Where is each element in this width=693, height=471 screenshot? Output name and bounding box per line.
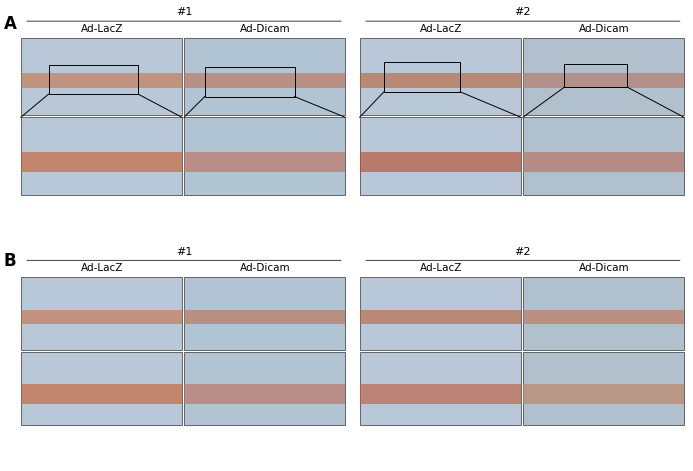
Bar	[360, 152, 521, 172]
Bar	[360, 38, 521, 115]
Bar	[360, 310, 521, 325]
Bar	[184, 352, 345, 425]
Bar	[360, 277, 521, 350]
Bar	[184, 384, 345, 405]
Bar	[21, 73, 182, 88]
Text: #1: #1	[176, 8, 192, 17]
Text: Ad-LacZ: Ad-LacZ	[81, 263, 123, 273]
Text: Ad-Dicam: Ad-Dicam	[579, 263, 630, 273]
Bar	[360, 73, 521, 88]
Text: #2: #2	[515, 8, 531, 17]
Bar	[564, 64, 627, 87]
Bar	[360, 352, 521, 425]
Bar	[523, 73, 684, 88]
Text: A: A	[3, 15, 17, 33]
Bar	[523, 117, 684, 195]
Text: Ad-Dicam: Ad-Dicam	[579, 24, 630, 34]
Bar	[205, 67, 295, 97]
Bar	[184, 38, 345, 115]
Bar	[360, 384, 521, 405]
Bar	[523, 38, 684, 115]
Bar	[523, 310, 684, 325]
Text: Ad-LacZ: Ad-LacZ	[81, 24, 123, 34]
Bar	[523, 152, 684, 172]
Bar	[184, 117, 345, 195]
Bar	[184, 310, 345, 325]
Bar	[21, 38, 182, 115]
Bar	[523, 277, 684, 350]
Bar	[384, 62, 460, 92]
Bar	[21, 117, 182, 195]
Text: #2: #2	[515, 247, 531, 257]
Bar	[21, 152, 182, 172]
Text: #1: #1	[176, 247, 192, 257]
Text: Ad-Dicam: Ad-Dicam	[240, 24, 291, 34]
Bar	[21, 277, 182, 350]
Bar	[21, 310, 182, 325]
Bar	[523, 384, 684, 405]
Bar	[21, 352, 182, 425]
Text: Ad-Dicam: Ad-Dicam	[240, 263, 291, 273]
Text: Ad-LacZ: Ad-LacZ	[420, 263, 462, 273]
Bar	[184, 152, 345, 172]
Text: Ad-LacZ: Ad-LacZ	[420, 24, 462, 34]
Bar	[21, 384, 182, 405]
Bar	[523, 352, 684, 425]
Text: B: B	[3, 252, 16, 270]
Bar	[184, 73, 345, 88]
Bar	[49, 65, 139, 94]
Bar	[184, 277, 345, 350]
Bar	[360, 117, 521, 195]
